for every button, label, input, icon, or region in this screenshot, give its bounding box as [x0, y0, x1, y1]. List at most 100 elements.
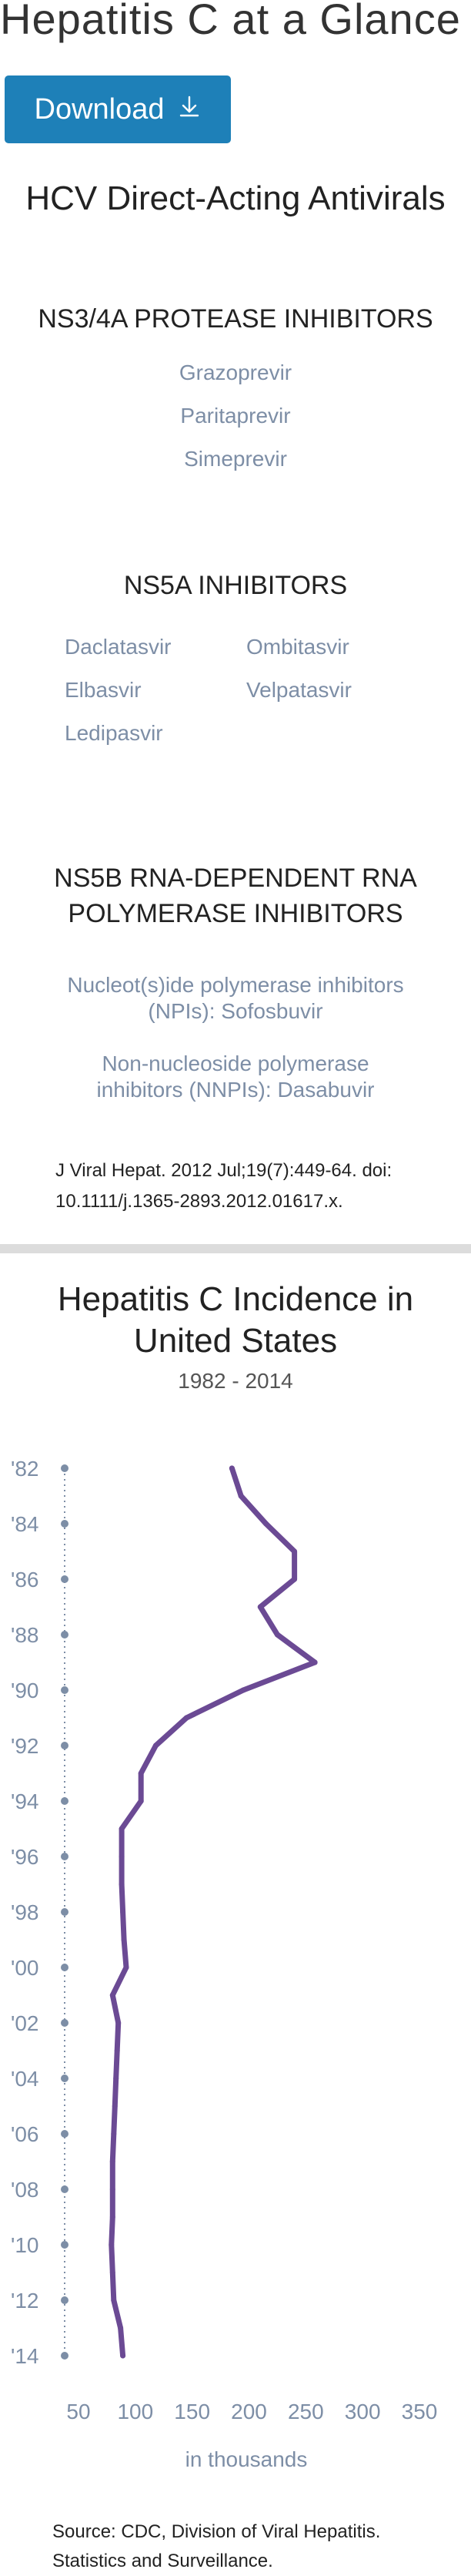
- incidence-data-point: [121, 1937, 127, 1943]
- drug-simeprevir: Simeprevir: [184, 447, 287, 471]
- incidence-data-point: [229, 1465, 235, 1471]
- citation-line1: J Viral Hepat. 2012 Jul;19(7):449-64. do…: [55, 1160, 392, 1181]
- ns5b-title-line2: POLYMERASE INHIBITORS: [68, 899, 403, 928]
- drug-daclatasvir: Daclatasvir: [65, 635, 172, 659]
- x-tick-label: 200: [231, 2400, 267, 2423]
- npi-line1: Nucleot(s)ide polymerase inhibitors: [67, 973, 404, 997]
- incidence-data-point: [109, 2214, 115, 2220]
- ns5a-title: NS5A INHIBITORS: [123, 571, 348, 600]
- year-tick-dot: [61, 2130, 68, 2138]
- drug-ombitasvir: Ombitasvir: [246, 635, 349, 659]
- citation: J Viral Hepat. 2012 Jul;19(7):449-64. do…: [55, 1156, 440, 1217]
- download-label: Download: [34, 92, 165, 126]
- year-tick-label: '94: [11, 1789, 39, 1813]
- ns34a-title: NS3/4A PROTEASE INHIBITORS: [38, 304, 433, 334]
- incidence-data-point: [240, 1687, 246, 1693]
- year-tick-label: '86: [11, 1568, 39, 1592]
- incidence-data-point: [292, 1548, 298, 1555]
- year-tick-label: '88: [11, 1623, 39, 1647]
- incidence-data-point: [109, 2186, 115, 2192]
- drug-paritaprevir: Paritaprevir: [180, 404, 291, 428]
- nnpi-line2: inhibitors (NNPIs): Dasabuvir: [96, 1078, 375, 1102]
- source-line2: Statistics and Surveillance.: [52, 2551, 273, 2571]
- year-tick-label: '82: [11, 1457, 39, 1481]
- year-tick-label: '92: [11, 1734, 39, 1758]
- year-tick-dot: [61, 1908, 68, 1916]
- incidence-data-point: [111, 2131, 117, 2137]
- incidence-chart: '82 '84 '86 '88 '90 '92 '94 '96 '98 '00 '02 '04 '06 '…: [11, 1457, 438, 2471]
- incidence-data-point: [263, 1521, 269, 1527]
- incidence-data-point: [109, 2242, 115, 2248]
- incidence-data-point: [138, 1770, 144, 1776]
- incidence-data-point: [183, 1715, 189, 1721]
- incidence-data-point: [292, 1576, 298, 1582]
- x-tick-label: 350: [402, 2400, 438, 2423]
- year-tick-dot: [61, 2352, 68, 2360]
- citation-line2: 10.1111/j.1365-2893.2012.01617.x.: [55, 1191, 343, 1212]
- year-tick-dot: [61, 2019, 68, 2027]
- incidence-data-point: [119, 1826, 125, 1832]
- antivirals-title: HCV Direct-Acting Antivirals: [25, 179, 446, 217]
- download-icon: [177, 93, 202, 126]
- x-tick-label: 150: [174, 2400, 210, 2423]
- nnpi-line1: Non-nucleoside polymerase: [102, 1052, 369, 1075]
- source-note: Source: CDC, Division of Viral Hepatitis…: [52, 2517, 453, 2576]
- year-tick-label: '14: [11, 2344, 39, 2368]
- year-tick-dot: [61, 1797, 68, 1805]
- x-axis-label: in thousands: [185, 2447, 308, 2471]
- x-tick-label: 100: [117, 2400, 153, 2423]
- year-tick-label: '10: [11, 2233, 39, 2257]
- source-line1: Source: CDC, Division of Viral Hepatitis…: [52, 2521, 381, 2542]
- page-title: Hepatitis C at a Glance: [0, 0, 461, 43]
- incidence-data-point: [120, 2353, 126, 2359]
- year-tick-label: '98: [11, 1900, 39, 1924]
- year-tick-label: '04: [11, 2067, 39, 2091]
- x-tick-label: 250: [288, 2400, 324, 2423]
- year-tick-label: '06: [11, 2122, 39, 2146]
- year-tick-dot: [61, 1631, 68, 1639]
- year-tick-dot: [61, 1964, 68, 1971]
- npi-line2: (NPIs): Sofosbuvir: [148, 999, 323, 1023]
- year-tick-dot: [61, 1686, 68, 1694]
- download-button[interactable]: Download: [5, 75, 231, 143]
- incidence-data-point: [114, 2048, 120, 2054]
- year-tick-dot: [61, 2241, 68, 2249]
- incidence-data-point: [113, 2075, 119, 2081]
- x-tick-label: 300: [345, 2400, 381, 2423]
- incidence-data-point: [257, 1604, 263, 1610]
- year-tick-dot: [61, 1464, 68, 1472]
- year-tick-label: '96: [11, 1845, 39, 1869]
- incidence-data-point: [115, 2020, 122, 2026]
- year-tick-dot: [61, 2296, 68, 2304]
- ns5b-title-line1: NS5B RNA-DEPENDENT RNA: [54, 864, 417, 893]
- year-tick-label: '84: [11, 1512, 39, 1536]
- chart-title: Hepatitis C Incidence in United States: [0, 1279, 471, 1362]
- chart-title-line1: Hepatitis C Incidence in: [57, 1280, 414, 1318]
- incidence-data-point: [109, 1992, 115, 1998]
- year-tick-label: '02: [11, 2011, 39, 2035]
- drug-ledipasvir: Ledipasvir: [65, 721, 163, 745]
- year-tick-label: '00: [11, 1956, 39, 1980]
- drug-elbasvir: Elbasvir: [65, 678, 142, 702]
- year-tick-label: '90: [11, 1679, 39, 1702]
- incidence-series-line: [109, 1465, 318, 2359]
- incidence-data-point: [119, 1881, 125, 1887]
- year-tick-dot: [61, 2075, 68, 2082]
- drug-velpatasvir: Velpatasvir: [246, 678, 352, 702]
- incidence-data-point: [109, 2158, 115, 2165]
- year-tick-label: '12: [11, 2289, 39, 2313]
- drug-grazoprevir: Grazoprevir: [179, 361, 292, 384]
- incidence-data-point: [109, 2269, 115, 2276]
- x-tick-label: 50: [66, 2400, 90, 2423]
- incidence-data-point: [120, 1909, 126, 1915]
- year-tick-label: '08: [11, 2178, 39, 2202]
- chart-subtitle: 1982 - 2014: [178, 1369, 293, 1393]
- incidence-data-point: [238, 1493, 244, 1499]
- incidence-data-point: [274, 1632, 280, 1638]
- year-tick-dot: [61, 1742, 68, 1749]
- incidence-data-point: [118, 2325, 124, 2331]
- year-tick-dot: [61, 1575, 68, 1583]
- incidence-data-point: [123, 1964, 129, 1971]
- chart-title-line2: United States: [133, 1322, 338, 1360]
- section-divider: [0, 1244, 471, 1253]
